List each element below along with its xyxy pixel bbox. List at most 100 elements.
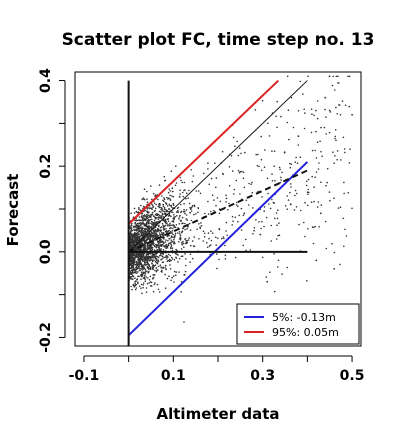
scatter-point <box>297 110 300 112</box>
scatter-point <box>185 214 188 216</box>
scatter-point <box>303 221 305 224</box>
scatter-point <box>185 258 187 260</box>
scatter-point <box>142 264 144 267</box>
scatter-point <box>183 274 185 276</box>
scatter-point <box>154 209 156 212</box>
scatter-point <box>232 136 235 139</box>
scatter-point <box>162 232 165 234</box>
scatter-point <box>159 204 161 206</box>
scatter-point <box>235 179 238 182</box>
scatter-point <box>184 210 186 213</box>
scatter-point <box>203 236 206 238</box>
scatter-point <box>136 219 139 222</box>
scatter-point <box>269 207 272 210</box>
scatter-point <box>238 147 241 149</box>
scatter-point <box>158 248 161 250</box>
scatter-point <box>146 208 148 210</box>
scatter-point <box>153 253 155 255</box>
scatter-point <box>145 231 148 234</box>
scatter-point <box>175 211 178 213</box>
scatter-point <box>151 260 154 263</box>
scatter-point <box>179 189 181 191</box>
scatter-point <box>162 257 164 259</box>
scatter-point <box>129 236 132 238</box>
scatter-point <box>349 148 351 150</box>
scatter-point <box>180 291 182 293</box>
scatter-point <box>221 150 224 153</box>
scatter-point <box>180 179 182 182</box>
scatter-point <box>186 228 188 230</box>
scatter-point <box>177 232 179 234</box>
scatter-point <box>237 205 239 208</box>
scatter-point <box>215 186 217 189</box>
scatter-point <box>184 228 186 231</box>
scatter-point <box>165 232 168 234</box>
scatter-point <box>211 194 214 196</box>
scatter-point <box>339 263 341 266</box>
scatter-point <box>320 204 323 206</box>
scatter-point <box>242 214 245 217</box>
scatter-point <box>276 217 279 220</box>
scatter-point <box>156 240 159 242</box>
scatter-point <box>154 231 156 233</box>
scatter-point <box>149 249 151 251</box>
identity-line <box>128 80 308 253</box>
scatter-point <box>228 166 231 168</box>
scatter-point <box>145 225 147 228</box>
scatter-point <box>231 224 233 226</box>
scatter-point <box>311 226 314 228</box>
scatter-point <box>135 263 137 266</box>
scatter-point <box>271 150 273 152</box>
scatter-point <box>134 257 136 259</box>
scatter-point <box>147 263 149 266</box>
scatter-point <box>134 282 136 285</box>
scatter-point <box>185 197 187 200</box>
scatter-point <box>343 245 345 248</box>
scatter-point <box>178 258 181 260</box>
scatter-point <box>263 166 266 168</box>
scatter-point <box>164 273 166 276</box>
scatter-point <box>273 150 276 152</box>
scatter-point <box>222 236 225 238</box>
scatter-point <box>147 247 149 250</box>
scatter-point <box>150 246 153 249</box>
scatter-point <box>258 165 260 168</box>
scatter-point <box>180 242 183 244</box>
scatter-point <box>143 239 146 241</box>
scatter-point <box>182 227 185 230</box>
scatter-point <box>131 261 133 264</box>
scatter-point <box>321 155 323 158</box>
scatter-point <box>217 237 219 240</box>
scatter-point <box>135 280 137 283</box>
scatter-point <box>143 240 146 243</box>
scatter-point <box>132 268 134 271</box>
scatter-point <box>152 241 155 244</box>
scatter-point <box>131 264 134 267</box>
scatter-point <box>136 278 138 281</box>
scatter-point <box>334 137 336 140</box>
scatter-point <box>140 265 143 268</box>
scatter-point <box>165 208 167 211</box>
scatter-point <box>158 242 160 245</box>
scatter-point <box>169 242 171 244</box>
scatter-point <box>270 224 273 227</box>
scatter-point <box>225 197 228 200</box>
y-tick-label: -0.2 <box>38 322 54 353</box>
scatter-point <box>344 151 346 154</box>
scatter-point <box>276 100 279 103</box>
scatter-point <box>167 256 169 258</box>
scatter-point <box>191 204 194 207</box>
scatter-point <box>147 255 149 257</box>
scatter-point <box>162 241 165 243</box>
scatter-point <box>149 239 152 241</box>
scatter-point <box>168 224 171 227</box>
scatter-point <box>167 191 170 194</box>
scatter-point <box>188 189 190 192</box>
scatter-point <box>166 209 168 212</box>
scatter-point <box>136 237 138 239</box>
scatter-point <box>130 230 132 232</box>
scatter-point <box>216 197 219 199</box>
scatter-point <box>183 189 185 192</box>
scatter-point <box>147 272 149 274</box>
scatter-point <box>148 265 151 268</box>
